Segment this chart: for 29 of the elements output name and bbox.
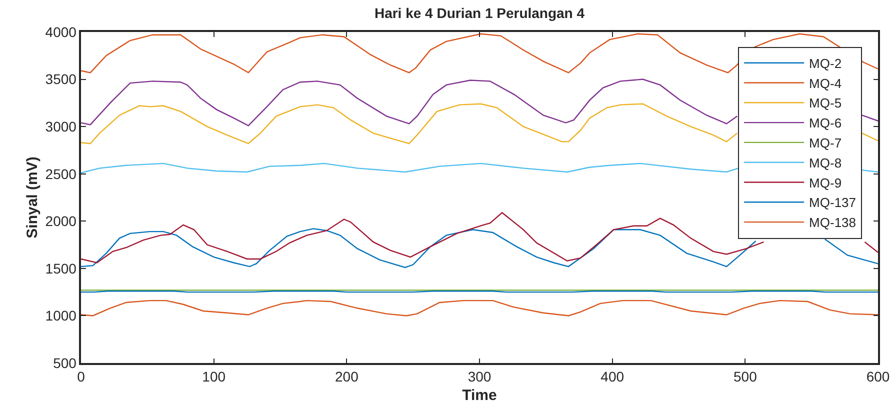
legend-label: MQ-2 [809, 56, 842, 71]
x-tick-label: 100 [202, 368, 226, 385]
legend-label: MQ-4 [809, 76, 842, 91]
line-series [81, 300, 878, 316]
legend-label: MQ-6 [809, 116, 842, 131]
y-tick-label: 1000 [45, 308, 77, 324]
x-tick-label: 600 [866, 368, 890, 385]
y-tick-label: 1500 [45, 260, 77, 276]
legend-label: MQ-137 [809, 195, 856, 210]
y-tick-label: 2500 [45, 166, 77, 182]
legend-label: MQ-7 [809, 136, 842, 151]
x-tick-label: 300 [468, 368, 492, 385]
chart-title: Hari ke 4 Durian 1 Perulangan 4 [374, 4, 585, 21]
x-tick-label: 200 [334, 368, 359, 385]
y-axis-title: Sinyal (mV) [24, 156, 42, 238]
x-tick-label: 400 [600, 368, 624, 385]
y-tick-label: 4000 [45, 24, 77, 40]
legend-label: MQ-138 [809, 215, 856, 230]
legend-label: MQ-9 [809, 175, 842, 190]
x-tick-label: 0 [77, 368, 86, 385]
y-tick-label: 3500 [45, 71, 77, 88]
y-tick-label: 500 [53, 354, 77, 371]
x-axis-title: Time [462, 387, 497, 404]
y-tick-label: 3000 [45, 118, 77, 134]
x-tick-label: 500 [733, 368, 758, 385]
legend-label: MQ-5 [809, 96, 842, 111]
line-series [81, 33, 878, 74]
y-tick-label: 2000 [45, 213, 77, 230]
legend-label: MQ-8 [809, 155, 842, 170]
